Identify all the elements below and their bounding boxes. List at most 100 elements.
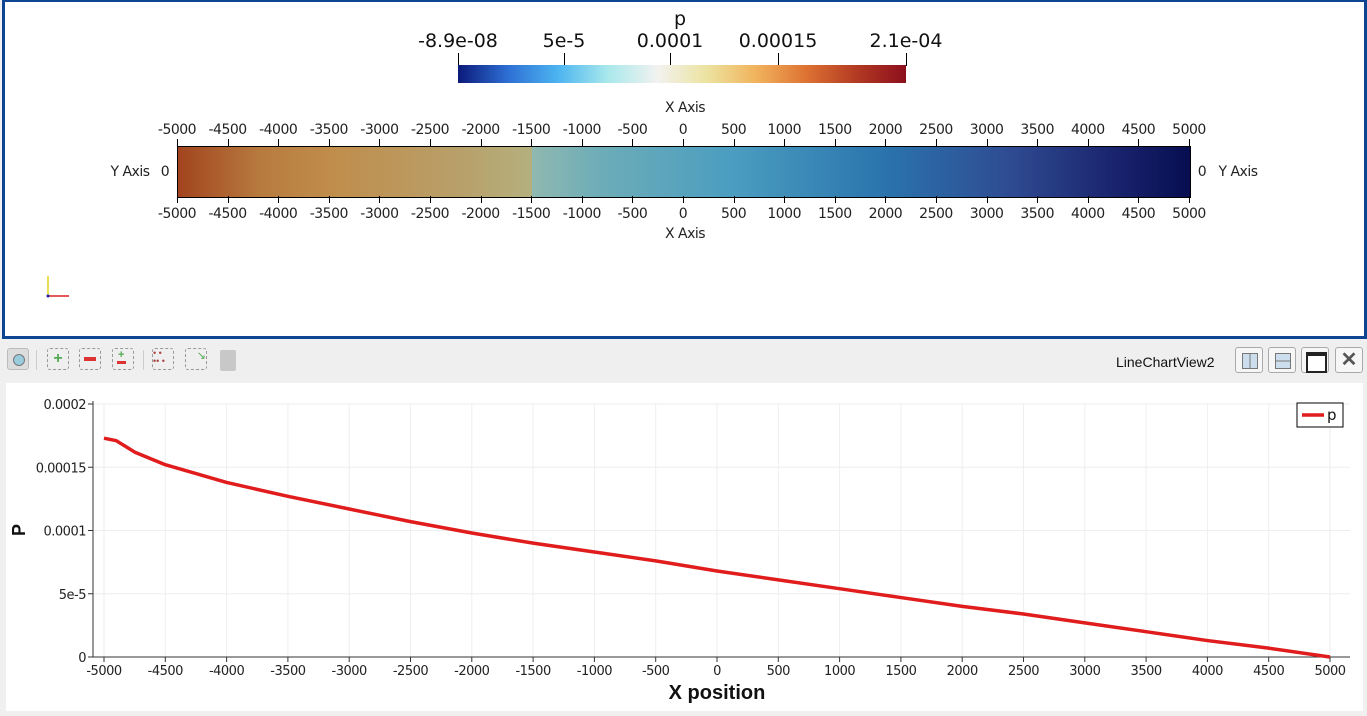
x-tick-label: -4000 — [209, 664, 245, 679]
trash-icon[interactable] — [220, 350, 236, 371]
x-tick-label-top: 2500 — [919, 122, 953, 138]
x-tick-label-top: -2000 — [461, 122, 501, 138]
x-tick-label-bottom: -3000 — [360, 206, 399, 222]
colorbar-title: p — [673, 8, 687, 30]
x-tick-label: -1000 — [577, 664, 613, 679]
x-tick — [480, 196, 482, 203]
x-tick-label-top: -5000 — [157, 122, 197, 138]
x-tick — [784, 139, 786, 146]
colorbar-tick — [778, 53, 779, 66]
x-tick-label: 2500 — [1008, 664, 1039, 679]
y-axis-title-right: Y Axis — [1218, 164, 1258, 180]
x-tick-label-bottom: -1000 — [562, 206, 602, 222]
y-axis-title-left: Y Axis — [110, 164, 150, 180]
select-box-icon[interactable]: ↘ — [185, 348, 207, 370]
x-tick-label: 0 — [713, 664, 721, 679]
x-tick-label-top: 2000 — [868, 122, 903, 138]
x-tick-label-bottom: -2000 — [461, 206, 501, 222]
y-tick-left: 0 — [160, 164, 170, 180]
x-tick-label-top: 1000 — [767, 122, 802, 138]
x-tick — [632, 196, 634, 203]
colorbar-tick — [906, 53, 907, 66]
colorbar-label: 0.0001 — [636, 30, 704, 52]
x-tick — [430, 139, 431, 146]
x-tick-label: 1000 — [824, 664, 855, 679]
x-tick-label: -5000 — [86, 664, 122, 679]
y-axis-title: P — [9, 524, 29, 536]
split-horizontal-button[interactable] — [1235, 347, 1263, 373]
x-tick-label: 4500 — [1253, 664, 1284, 679]
x-tick — [581, 196, 583, 203]
select-points-icon[interactable]: • • •• • — [152, 348, 174, 370]
line-chart[interactable]: -5000 -4500 -4000 -3500 -3000 -2500 -2000 -1500… — [6, 383, 1363, 711]
color-legend-bar — [458, 65, 906, 83]
x-tick-label: 5000 — [1314, 664, 1345, 679]
zoom-in-icon[interactable]: + — [47, 348, 69, 370]
zoom-to-box-icon[interactable]: + — [112, 348, 134, 370]
x-tick-label-top: 1500 — [817, 122, 852, 138]
x-tick — [936, 196, 937, 203]
x-tick-label-top: -3000 — [360, 122, 399, 138]
x-tick-label: 4000 — [1192, 664, 1223, 679]
chart-toolbar: + + • • •• • ↘ LineChartView2 ✕ — [0, 342, 1367, 380]
x-tick — [177, 196, 178, 203]
x-tick-label-bottom: 3000 — [969, 206, 1004, 222]
x-tick — [177, 139, 178, 146]
line-chart-panel[interactable]: -5000 -4500 -4000 -3500 -3000 -2500 -2000 -1500… — [6, 383, 1363, 711]
x-tick — [379, 139, 381, 146]
x-tick-label-bottom: 3500 — [1020, 206, 1055, 222]
x-tick-label-bottom: -4000 — [259, 206, 298, 222]
split-vertical-button[interactable] — [1268, 347, 1296, 373]
x-tick-label-bottom: -500 — [617, 206, 648, 222]
x-tick — [227, 196, 229, 203]
x-tick-label-bottom: 4000 — [1070, 206, 1105, 222]
x-tick-label: -1500 — [515, 664, 551, 679]
x-tick — [1189, 196, 1190, 203]
colorbar-label: 5e-5 — [542, 30, 586, 52]
x-tick — [936, 139, 937, 146]
x-axis-title-bottom: X Axis — [664, 226, 706, 242]
close-view-button[interactable]: ✕ — [1335, 347, 1363, 373]
x-tick — [1087, 139, 1089, 146]
x-tick-label-top: -2500 — [410, 122, 450, 138]
x-tick — [632, 139, 634, 146]
x-tick — [430, 196, 431, 203]
x-tick-label-bottom: 2000 — [868, 206, 903, 222]
x-tick-label-bottom: -2500 — [410, 206, 450, 222]
maximize-button[interactable] — [1301, 347, 1329, 373]
colorbar-label: 2.1e-04 — [869, 30, 943, 52]
x-tick-label-bottom: 1000 — [767, 206, 802, 222]
x-tick-label-bottom: -4500 — [208, 206, 248, 222]
zoom-out-icon[interactable] — [79, 348, 101, 370]
x-tick — [1189, 139, 1190, 146]
x-tick-label: 3000 — [1069, 664, 1100, 679]
x-tick — [227, 139, 229, 146]
x-tick-label-top: 4000 — [1070, 122, 1105, 138]
x-tick-label-top: 5000 — [1172, 122, 1206, 138]
colorbar-label: -8.9e-08 — [418, 30, 498, 52]
x-tick-label-top: 4500 — [1121, 122, 1156, 138]
x-tick-label: 2000 — [947, 664, 978, 679]
x-axis-title-top: X Axis — [664, 100, 706, 116]
x-tick-label-bottom: 500 — [720, 206, 747, 222]
render-view[interactable]: p -8.9e-08 5e-5 0.0001 0.00015 2.1e-04 -5000… — [2, 0, 1367, 339]
x-tick-label-top: -4500 — [208, 122, 248, 138]
x-tick — [1037, 196, 1039, 203]
x-tick — [531, 196, 533, 203]
x-tick-label: -3000 — [332, 664, 368, 679]
x-tick — [885, 139, 887, 146]
x-tick — [328, 139, 330, 146]
x-tick — [480, 139, 482, 146]
x-tick — [986, 139, 988, 146]
x-tick-label-top: -3500 — [309, 122, 349, 138]
camera-icon[interactable] — [7, 348, 29, 370]
x-tick — [379, 196, 381, 203]
y-tick-right: 0 — [1197, 164, 1207, 180]
x-tick — [834, 196, 836, 203]
x-tick — [278, 196, 280, 203]
x-tick-label-bottom: 1500 — [817, 206, 852, 222]
x-tick-label-bottom: 2500 — [919, 206, 953, 222]
x-tick-label-top: -1000 — [562, 122, 602, 138]
colorbar-tick — [670, 53, 671, 66]
x-tick — [683, 196, 684, 203]
